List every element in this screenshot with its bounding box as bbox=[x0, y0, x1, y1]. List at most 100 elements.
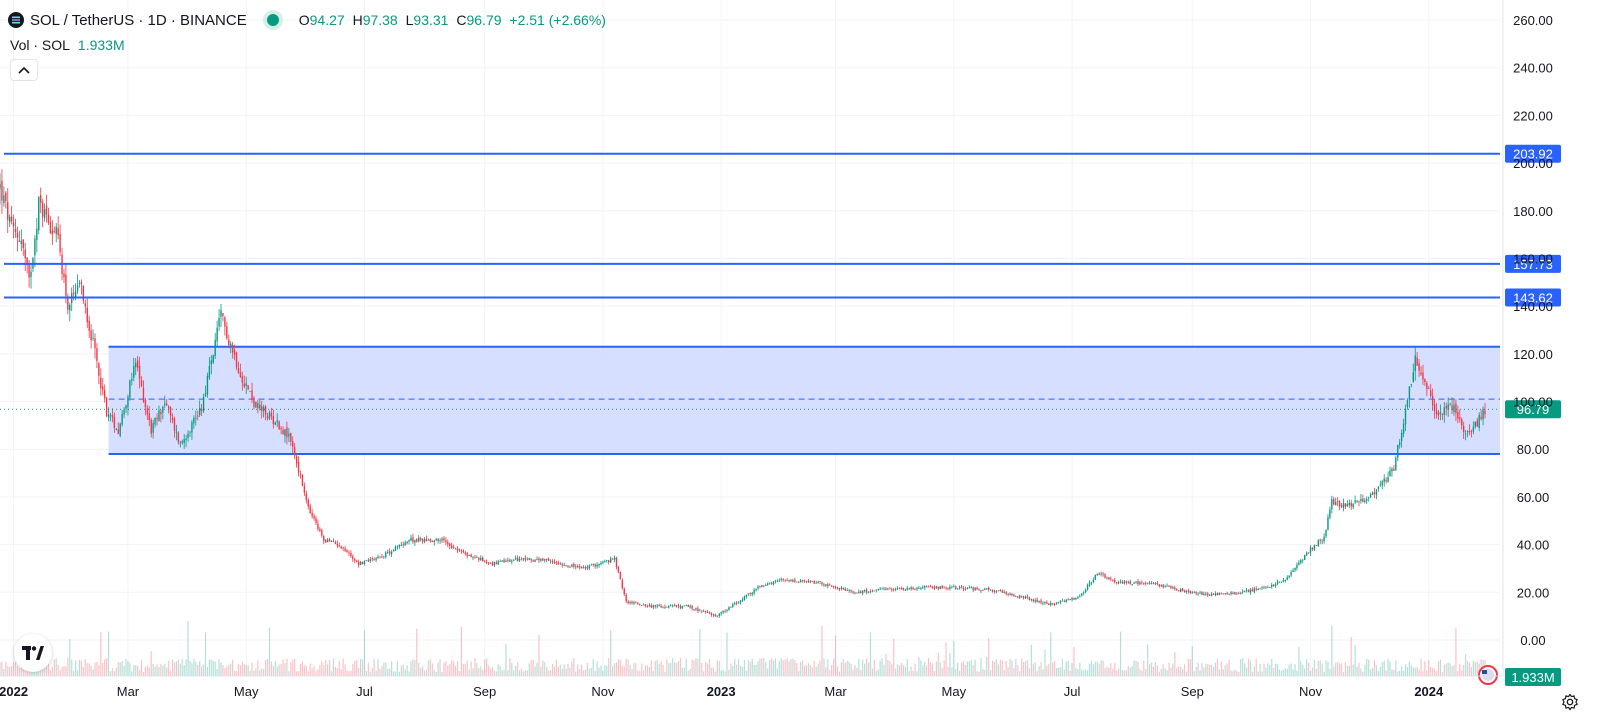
candle-body bbox=[594, 564, 596, 567]
volume-bar bbox=[842, 659, 844, 676]
candle-body bbox=[324, 540, 327, 543]
volume-bar bbox=[668, 663, 670, 676]
candle-body bbox=[842, 587, 845, 589]
range-zone bbox=[108, 345, 1500, 456]
volume-bar bbox=[146, 665, 148, 676]
volume-bar bbox=[743, 659, 746, 676]
candle-body bbox=[352, 556, 354, 560]
candle-body bbox=[1418, 363, 1420, 371]
candle-body bbox=[1106, 577, 1108, 579]
volume-bar bbox=[769, 660, 771, 676]
candle-body bbox=[103, 390, 106, 399]
candle-body bbox=[772, 581, 775, 585]
candle-body bbox=[309, 505, 311, 514]
candle-body bbox=[418, 537, 420, 542]
candle-body bbox=[94, 338, 96, 349]
volume-bar bbox=[1156, 665, 1158, 676]
candle-body bbox=[107, 414, 110, 418]
candle-body bbox=[811, 580, 813, 582]
volume-bar bbox=[695, 658, 697, 676]
candle-body bbox=[105, 397, 108, 416]
candle-body bbox=[615, 557, 618, 568]
candle-body bbox=[1305, 552, 1308, 556]
symbol-title[interactable]: SOL / TetherUS · 1D · BINANCE bbox=[30, 11, 247, 29]
candle-body bbox=[1079, 595, 1081, 597]
candle-body bbox=[462, 550, 465, 553]
volume-bar bbox=[73, 670, 75, 676]
candle-body bbox=[836, 587, 839, 589]
candle-body bbox=[540, 558, 542, 561]
volume-bar bbox=[908, 671, 910, 676]
candle-body bbox=[1216, 592, 1219, 595]
candle-body bbox=[1240, 592, 1242, 594]
volume-bar bbox=[1282, 669, 1284, 676]
market-status-dot[interactable] bbox=[266, 14, 279, 26]
volume-bar bbox=[1401, 666, 1403, 676]
volume-bar bbox=[757, 661, 759, 676]
volume-bar bbox=[643, 670, 645, 676]
volume-bar bbox=[681, 667, 684, 676]
candle-body bbox=[136, 360, 139, 368]
candle-body bbox=[1424, 379, 1426, 383]
candle-body bbox=[1468, 430, 1471, 433]
volume-bar bbox=[664, 671, 666, 676]
volume-bar bbox=[1180, 667, 1182, 676]
candle-body bbox=[823, 584, 825, 586]
candle-body bbox=[1059, 600, 1062, 603]
volume-bar bbox=[82, 667, 84, 676]
candle-body bbox=[470, 554, 472, 557]
volume-bar bbox=[214, 661, 216, 676]
volume-bar bbox=[1096, 661, 1098, 676]
candle-body bbox=[80, 282, 83, 284]
candle-body bbox=[1026, 596, 1029, 598]
candle-body bbox=[1404, 409, 1407, 425]
volume-bar bbox=[877, 669, 879, 676]
volume-bar bbox=[831, 664, 833, 676]
candle-body bbox=[551, 561, 554, 562]
candle-body bbox=[1304, 555, 1306, 560]
candle-body bbox=[10, 216, 13, 222]
volume-bar bbox=[964, 665, 967, 676]
candle-body bbox=[284, 429, 286, 436]
gear-icon[interactable] bbox=[1561, 693, 1579, 711]
candle-body bbox=[509, 559, 511, 562]
volume-bar bbox=[544, 662, 546, 676]
volume-bar bbox=[590, 668, 592, 676]
volume-bar bbox=[515, 665, 517, 676]
volume-bar bbox=[65, 666, 67, 676]
candle-body bbox=[88, 320, 90, 331]
candle-body bbox=[799, 580, 802, 583]
volume-bar bbox=[1013, 668, 1015, 676]
candle-body bbox=[41, 202, 44, 217]
candle-body bbox=[1094, 574, 1097, 580]
volume-bar bbox=[309, 663, 311, 676]
candle-body bbox=[53, 231, 55, 233]
volume-bar bbox=[212, 660, 214, 676]
candle-body bbox=[1061, 600, 1064, 602]
candle-body bbox=[361, 561, 364, 564]
volume-bar bbox=[823, 658, 825, 676]
volume-bar bbox=[1253, 666, 1255, 676]
volume-bar bbox=[1468, 662, 1471, 676]
candle-body bbox=[1360, 499, 1362, 502]
volume-bar bbox=[270, 661, 273, 676]
candle-body bbox=[138, 365, 141, 380]
candle-body bbox=[1278, 581, 1281, 583]
volume-bar bbox=[809, 664, 811, 676]
candle-body bbox=[701, 610, 703, 612]
volume-bar bbox=[197, 665, 199, 676]
tradingview-logo-icon[interactable] bbox=[14, 634, 52, 672]
volume-bar bbox=[914, 663, 916, 676]
candle-body bbox=[953, 586, 955, 588]
candle-body bbox=[26, 257, 28, 265]
candle-body bbox=[1290, 572, 1292, 576]
volume-bar bbox=[113, 670, 115, 676]
candle-body bbox=[984, 588, 986, 590]
collapse-legend-button[interactable] bbox=[10, 59, 38, 81]
candle-body bbox=[131, 378, 133, 381]
volume-bar bbox=[208, 659, 210, 676]
volume-bar bbox=[565, 668, 567, 676]
candle-body bbox=[755, 588, 757, 591]
candle-body bbox=[235, 352, 238, 368]
